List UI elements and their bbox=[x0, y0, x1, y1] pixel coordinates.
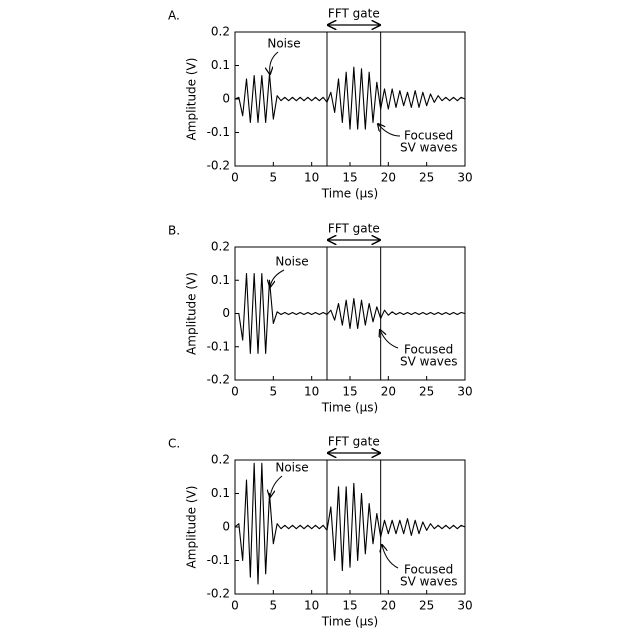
gate-label: FFT gate bbox=[328, 435, 380, 449]
wave-arrow bbox=[380, 330, 398, 348]
x-tick-label: 15 bbox=[342, 599, 357, 613]
x-tick-label: 30 bbox=[457, 385, 472, 399]
y-tick-label: -0.2 bbox=[207, 373, 230, 387]
x-tick-label: 20 bbox=[381, 599, 396, 613]
noise-arrow bbox=[270, 476, 282, 497]
y-tick-label: 0.1 bbox=[211, 486, 230, 500]
x-tick-label: 10 bbox=[304, 385, 319, 399]
panel-label: A. bbox=[168, 9, 180, 23]
x-tick-label: 25 bbox=[419, 171, 434, 185]
noise-label: Noise bbox=[275, 255, 308, 269]
x-tick-label: 5 bbox=[270, 385, 278, 399]
y-tick-label: 0 bbox=[222, 306, 230, 320]
x-axis-label: Time (μs) bbox=[321, 187, 378, 201]
wave-arrow bbox=[378, 124, 400, 136]
x-axis-label: Time (μs) bbox=[321, 401, 378, 415]
gate-label: FFT gate bbox=[328, 222, 380, 236]
wave-arrow bbox=[382, 545, 398, 568]
y-tick-label: 0.2 bbox=[211, 453, 230, 467]
x-tick-label: 15 bbox=[342, 385, 357, 399]
x-tick-label: 30 bbox=[457, 599, 472, 613]
x-tick-label: 15 bbox=[342, 171, 357, 185]
page: A. -0.2 -0.1 0 0.1 0.2 0 5 10 15 20 25 30 Time (μs) Am… bbox=[0, 0, 640, 640]
panel-label: C. bbox=[168, 437, 180, 451]
y-tick-label: -0.1 bbox=[207, 339, 230, 353]
y-axis-label: Amplitude (V) bbox=[185, 58, 199, 141]
noise-arrow bbox=[270, 52, 278, 74]
x-tick-label: 10 bbox=[304, 171, 319, 185]
x-tick-label: 0 bbox=[231, 385, 239, 399]
y-tick-label: 0 bbox=[222, 520, 230, 534]
x-tick-label: 25 bbox=[419, 385, 434, 399]
x-tick-label: 25 bbox=[419, 599, 434, 613]
figure: A. -0.2 -0.1 0 0.1 0.2 0 5 10 15 20 25 30 Time (μs) Am… bbox=[0, 0, 640, 640]
wave-label: SV waves bbox=[400, 141, 458, 155]
y-tick-label: 0.1 bbox=[211, 273, 230, 287]
x-axis-label: Time (μs) bbox=[321, 615, 378, 629]
x-tick-label: 20 bbox=[381, 385, 396, 399]
y-tick-label: -0.1 bbox=[207, 125, 230, 139]
x-tick-label: 0 bbox=[231, 599, 239, 613]
x-tick-label: 5 bbox=[270, 171, 278, 185]
x-tick-label: 0 bbox=[231, 171, 239, 185]
y-axis-label: Amplitude (V) bbox=[185, 486, 199, 569]
y-tick-label: 0.2 bbox=[211, 240, 230, 254]
y-tick-label: -0.2 bbox=[207, 159, 230, 173]
x-tick-label: 10 bbox=[304, 599, 319, 613]
gate-label: FFT gate bbox=[328, 7, 380, 21]
y-axis-label: Amplitude (V) bbox=[185, 272, 199, 355]
noise-label: Noise bbox=[267, 37, 300, 51]
y-tick-label: -0.2 bbox=[207, 587, 230, 601]
waveform bbox=[235, 67, 465, 129]
x-tick-label: 20 bbox=[381, 171, 396, 185]
y-tick-label: -0.1 bbox=[207, 553, 230, 567]
noise-arrow bbox=[270, 270, 284, 287]
y-tick-label: 0 bbox=[222, 92, 230, 106]
x-tick-label: 30 bbox=[457, 171, 472, 185]
panel-label: B. bbox=[168, 224, 180, 238]
noise-label: Noise bbox=[275, 461, 308, 475]
wave-label: SV waves bbox=[400, 355, 458, 369]
y-tick-label: 0.1 bbox=[211, 58, 230, 72]
x-tick-label: 5 bbox=[270, 599, 278, 613]
waveform bbox=[235, 274, 465, 354]
y-tick-label: 0.2 bbox=[211, 25, 230, 39]
wave-label: SV waves bbox=[400, 575, 458, 589]
